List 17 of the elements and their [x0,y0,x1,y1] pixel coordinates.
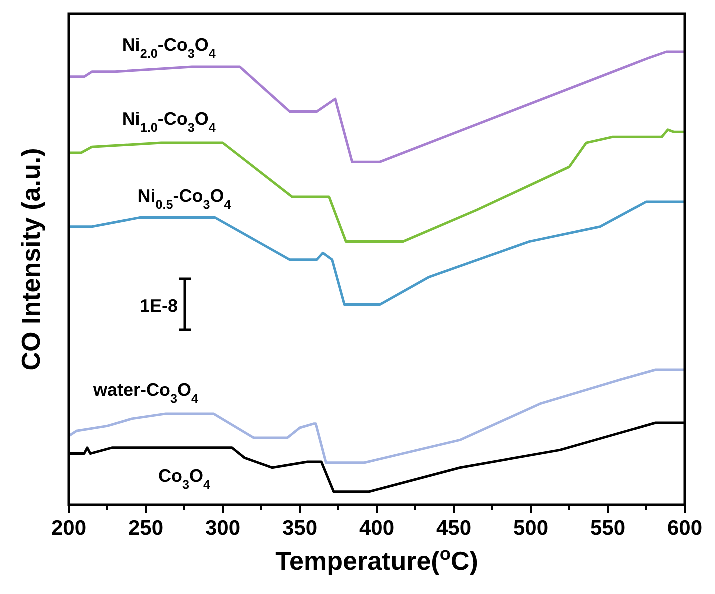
series-label: Ni$_{1.0}$-Co$_{3}$O$_{4}$ [122,109,216,136]
series-label: Ni$_{2.0}$-Co$_{3}$O$_{4}$ [122,34,216,61]
annotation: 1E-8 [140,296,178,316]
series-label: Co$_{3}$O$_{4}$ [158,466,211,492]
x-axis-title: Temperature($^{o}$C) [276,544,478,576]
x-tick-label: 550 [590,517,626,540]
series-label: water-Co$_{3}$O$_{4}$ [92,380,199,406]
series-label: Ni$_{0.5}$-Co$_{3}$O$_{4}$ [138,186,232,212]
x-tick-label: 450 [436,517,472,540]
x-tick-label: 350 [282,517,318,540]
x-tick-label: 250 [128,517,164,540]
x-tick-label: 600 [667,517,703,540]
x-tick-label: 300 [205,517,241,540]
x-tick-label: 400 [359,517,395,540]
x-tick-label: 500 [513,517,549,540]
y-axis-title: CO Intensity (a.u.) [16,148,46,371]
x-tick-label: 200 [51,517,87,540]
